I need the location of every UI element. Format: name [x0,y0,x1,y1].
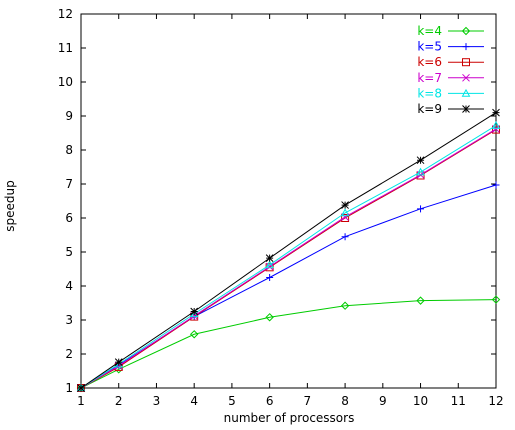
series-layer [76,108,501,393]
point-k4-8 [340,301,350,310]
y-axis-label: speedup [3,180,17,231]
point-k9-12 [492,108,500,117]
x-axis-label: number of processors [224,411,355,425]
x-tick-label-4: 4 [190,394,198,408]
y-tick-label-10: 10 [58,75,73,89]
y-tick-label-4: 4 [65,279,73,293]
x-tick-label-11: 11 [451,394,466,408]
point-k9-1 [77,384,85,392]
legend-label-k7: k=7 [417,71,442,85]
y-tick-label-2: 2 [65,347,73,361]
point-k9-10 [416,156,425,165]
point-k5-8 [341,233,349,241]
legend-label-k8: k=8 [417,86,442,100]
y-tick-label-7: 7 [65,177,73,191]
point-k5-6 [266,274,274,281]
series-k5 [77,181,500,392]
x-tick-label-6: 6 [266,394,274,408]
legend-marker-k5 [462,43,470,51]
point-k4-10 [416,296,425,305]
series-line-k4 [80,299,497,389]
y-tick-label-3: 3 [65,313,73,327]
y-tick-label-1: 1 [65,381,73,395]
y-tick-label-8: 8 [65,143,73,157]
point-k4-4 [189,330,199,339]
x-tick-label-5: 5 [228,394,236,408]
point-k4-12 [491,295,501,304]
x-tick-label-2: 2 [115,394,123,408]
series-k4 [76,295,501,393]
point-k5-10 [417,205,425,213]
x-tick-label-3: 3 [153,394,161,408]
series-k9 [77,108,500,392]
point-k4-6 [265,313,274,322]
legend-label-k4: k=4 [417,24,442,38]
point-k8-8 [340,208,350,217]
x-tick-label-12: 12 [488,394,503,408]
y-tick-label-11: 11 [58,41,73,55]
y-tick-label-9: 9 [65,109,73,123]
legend-marker-k9 [462,105,470,113]
x-tick-label-10: 10 [413,394,428,408]
x-tick-label-7: 7 [304,394,312,408]
point-k9-4 [190,307,199,316]
point-k8-6 [265,260,274,269]
y-tick-label-5: 5 [65,245,73,259]
series-line-k8 [80,125,497,389]
point-k9-8 [341,201,349,209]
legend-label-k6: k=6 [417,55,442,69]
legend: k=4 k=5k=6 k=7k=8 k=9 [417,24,484,116]
legend-marker-k8 [461,88,471,97]
x-tick-label-8: 8 [341,394,349,408]
x-tick-label-9: 9 [379,394,387,408]
legend-label-k5: k=5 [417,40,442,54]
series-line-k9 [80,112,497,389]
series-k7 [77,125,500,392]
legend-label-k9: k=9 [417,102,442,116]
legend-marker-k7 [462,73,470,82]
legend-marker-k6 [462,58,470,67]
point-k9-2 [114,358,123,367]
plot-frame [80,13,497,389]
legend-marker-k4 [461,26,471,36]
point-k6-8 [341,214,350,222]
x-tick-label-1: 1 [77,394,85,408]
point-k7-6 [265,262,274,271]
point-k5-12 [492,181,500,189]
point-k9-6 [265,254,274,262]
y-tick-label-12: 12 [58,7,73,21]
point-k8-10 [416,167,425,176]
y-tick-label-6: 6 [65,211,73,225]
point-k8-12 [491,120,501,129]
